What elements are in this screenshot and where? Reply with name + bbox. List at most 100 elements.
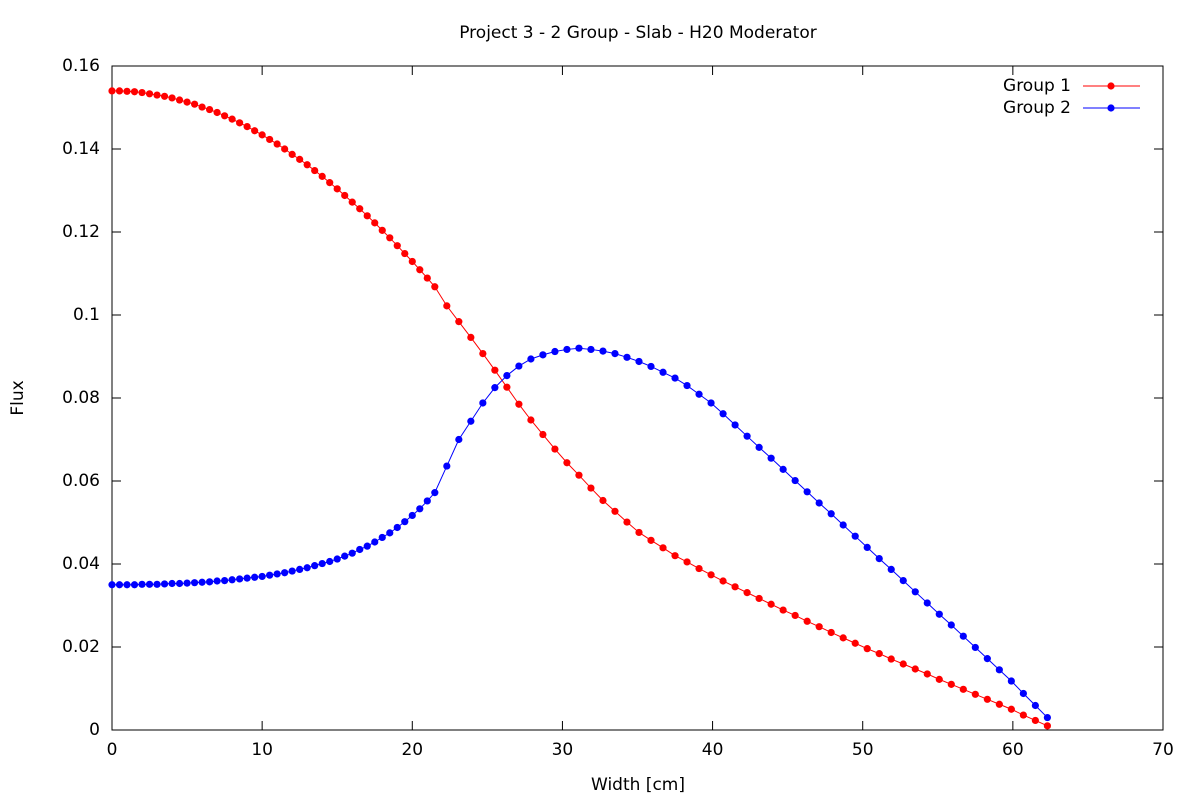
data-point <box>479 349 487 358</box>
data-point <box>123 581 131 589</box>
data-point <box>183 579 191 587</box>
data-point <box>341 552 349 560</box>
data-point <box>923 670 931 678</box>
data-point <box>503 383 511 391</box>
data-point <box>183 98 191 106</box>
data-point <box>243 122 251 131</box>
data-point <box>281 569 289 577</box>
data-point <box>423 497 431 505</box>
data-point <box>236 119 244 127</box>
data-point <box>1031 716 1039 725</box>
data-point <box>563 459 571 467</box>
data-point <box>273 570 281 578</box>
data-point <box>378 226 386 234</box>
data-point <box>168 579 176 588</box>
data-point <box>356 205 364 213</box>
data-point <box>130 581 139 589</box>
y-axis-label: Flux <box>8 380 28 415</box>
data-point <box>153 91 161 99</box>
data-point <box>145 90 154 98</box>
legend-label: Group 2 <box>1003 98 1071 118</box>
data-point <box>551 445 559 453</box>
data-point <box>803 488 811 496</box>
data-point <box>623 353 631 361</box>
data-point <box>875 650 883 658</box>
data-point <box>455 435 463 444</box>
y-tick-label: 0.02 <box>62 637 100 657</box>
data-point <box>947 621 955 629</box>
data-point <box>341 191 349 200</box>
data-point <box>205 105 214 114</box>
data-point <box>851 532 859 540</box>
data-point <box>408 511 416 520</box>
data-point <box>659 368 667 376</box>
data-point <box>175 579 184 588</box>
data-point <box>587 484 595 492</box>
data-point <box>995 666 1003 674</box>
data-point <box>863 645 871 653</box>
data-point <box>303 564 311 572</box>
data-point <box>947 680 955 688</box>
data-point <box>539 430 547 439</box>
data-point <box>213 108 221 117</box>
data-point <box>1007 705 1015 713</box>
data-point <box>190 579 199 587</box>
data-point <box>995 700 1003 708</box>
data-point <box>707 399 715 407</box>
data-point <box>887 655 895 663</box>
data-point <box>326 179 334 187</box>
data-point <box>160 92 169 100</box>
data-point <box>108 87 116 95</box>
data-point <box>851 639 859 647</box>
data-point <box>923 599 931 607</box>
data-point <box>356 545 364 554</box>
x-tick-label: 40 <box>702 740 724 760</box>
data-point <box>527 355 535 363</box>
data-point <box>378 533 386 542</box>
data-point <box>386 234 394 242</box>
data-point <box>659 544 667 552</box>
data-point <box>273 140 281 148</box>
x-tick-label: 20 <box>401 740 423 760</box>
data-point <box>743 589 751 597</box>
data-point <box>779 465 787 473</box>
data-point <box>671 374 679 382</box>
x-tick-label: 0 <box>107 740 118 760</box>
data-point <box>443 462 451 470</box>
data-point <box>623 518 631 526</box>
data-point <box>266 571 274 579</box>
data-point <box>363 212 371 220</box>
data-point <box>599 347 607 355</box>
data-point <box>251 573 259 581</box>
data-point <box>935 610 943 618</box>
legend-marker <box>1107 104 1115 112</box>
data-point <box>371 538 379 546</box>
data-point <box>108 581 116 589</box>
data-point <box>251 127 259 135</box>
x-tick-label: 50 <box>852 740 874 760</box>
data-point <box>647 536 655 544</box>
data-point <box>145 580 154 588</box>
data-point <box>423 274 431 282</box>
data-point <box>1043 713 1051 722</box>
y-tick-label: 0 <box>89 720 100 740</box>
data-point <box>935 675 943 683</box>
data-point <box>198 578 206 586</box>
data-point <box>755 443 763 451</box>
data-point <box>515 362 523 370</box>
data-point <box>333 185 341 193</box>
data-point <box>1031 701 1039 710</box>
data-point <box>401 518 409 526</box>
data-point <box>527 416 535 424</box>
data-point <box>815 499 823 507</box>
data-point <box>695 390 703 398</box>
data-point <box>258 572 266 581</box>
data-point <box>123 87 131 95</box>
data-point <box>827 628 835 637</box>
data-point <box>228 576 236 584</box>
data-point <box>348 198 356 206</box>
data-point <box>479 399 487 407</box>
data-point <box>491 366 499 374</box>
data-point <box>551 347 559 356</box>
